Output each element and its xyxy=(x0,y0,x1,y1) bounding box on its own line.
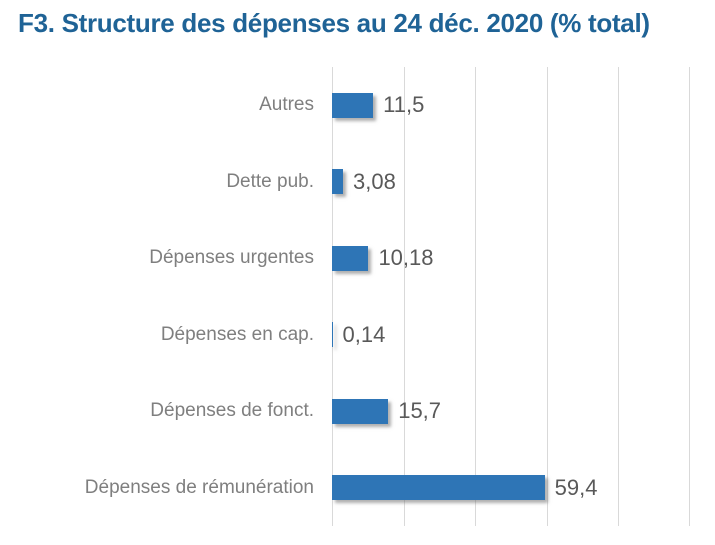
bar-chart: Autres 11,5 Dette pub. 3,08 Dépenses urg… xyxy=(0,67,715,526)
category-label: Autres xyxy=(259,94,314,116)
category-label: Dépenses urgentes xyxy=(149,247,314,269)
bar xyxy=(332,169,344,195)
bar-track: 15,7 xyxy=(332,373,690,450)
bar-row-depenses-de-remuneration: Dépenses de rémunération 59,4 xyxy=(0,450,715,527)
bar-track: 3,08 xyxy=(332,144,690,221)
value-label: 3,08 xyxy=(353,168,396,194)
bar xyxy=(332,92,374,118)
gridline xyxy=(403,67,405,526)
bar-row-autres: Autres 11,5 xyxy=(0,67,715,144)
gridline xyxy=(475,67,477,526)
gridline xyxy=(546,67,548,526)
value-label: 15,7 xyxy=(398,398,442,424)
bar xyxy=(332,398,389,424)
category-label: Dépenses de fonct. xyxy=(150,400,314,422)
value-label: 0,14 xyxy=(342,321,386,347)
bar xyxy=(332,322,333,348)
bar xyxy=(332,475,545,501)
bar-row-dette-pub: Dette pub. 3,08 xyxy=(0,144,715,221)
gridline xyxy=(332,67,333,526)
bar-row-depenses-en-cap: Dépenses en cap. 0,14 xyxy=(0,297,715,374)
bar-track: 10,18 xyxy=(332,220,690,297)
bar xyxy=(332,245,369,271)
category-label: Dépenses en cap. xyxy=(160,323,314,345)
bar-track: 11,5 xyxy=(332,67,690,144)
bar-track: 0,14 xyxy=(332,297,690,374)
gridline xyxy=(689,67,690,526)
bar-row-depenses-urgentes: Dépenses urgentes 10,18 xyxy=(0,220,715,297)
value-label: 11,5 xyxy=(383,92,425,118)
value-label: 59,4 xyxy=(554,474,598,500)
chart-title: F3. Structure des dépenses au 24 déc. 20… xyxy=(18,8,650,38)
gridlines-layer xyxy=(332,67,690,526)
gridline xyxy=(618,67,620,526)
bar-row-depenses-de-fonct: Dépenses de fonct. 15,7 xyxy=(0,373,715,450)
value-label: 10,18 xyxy=(378,245,434,271)
category-label: Dépenses de rémunération xyxy=(84,476,314,498)
bar-track: 59,4 xyxy=(332,450,690,527)
category-label: Dette pub. xyxy=(226,170,314,192)
